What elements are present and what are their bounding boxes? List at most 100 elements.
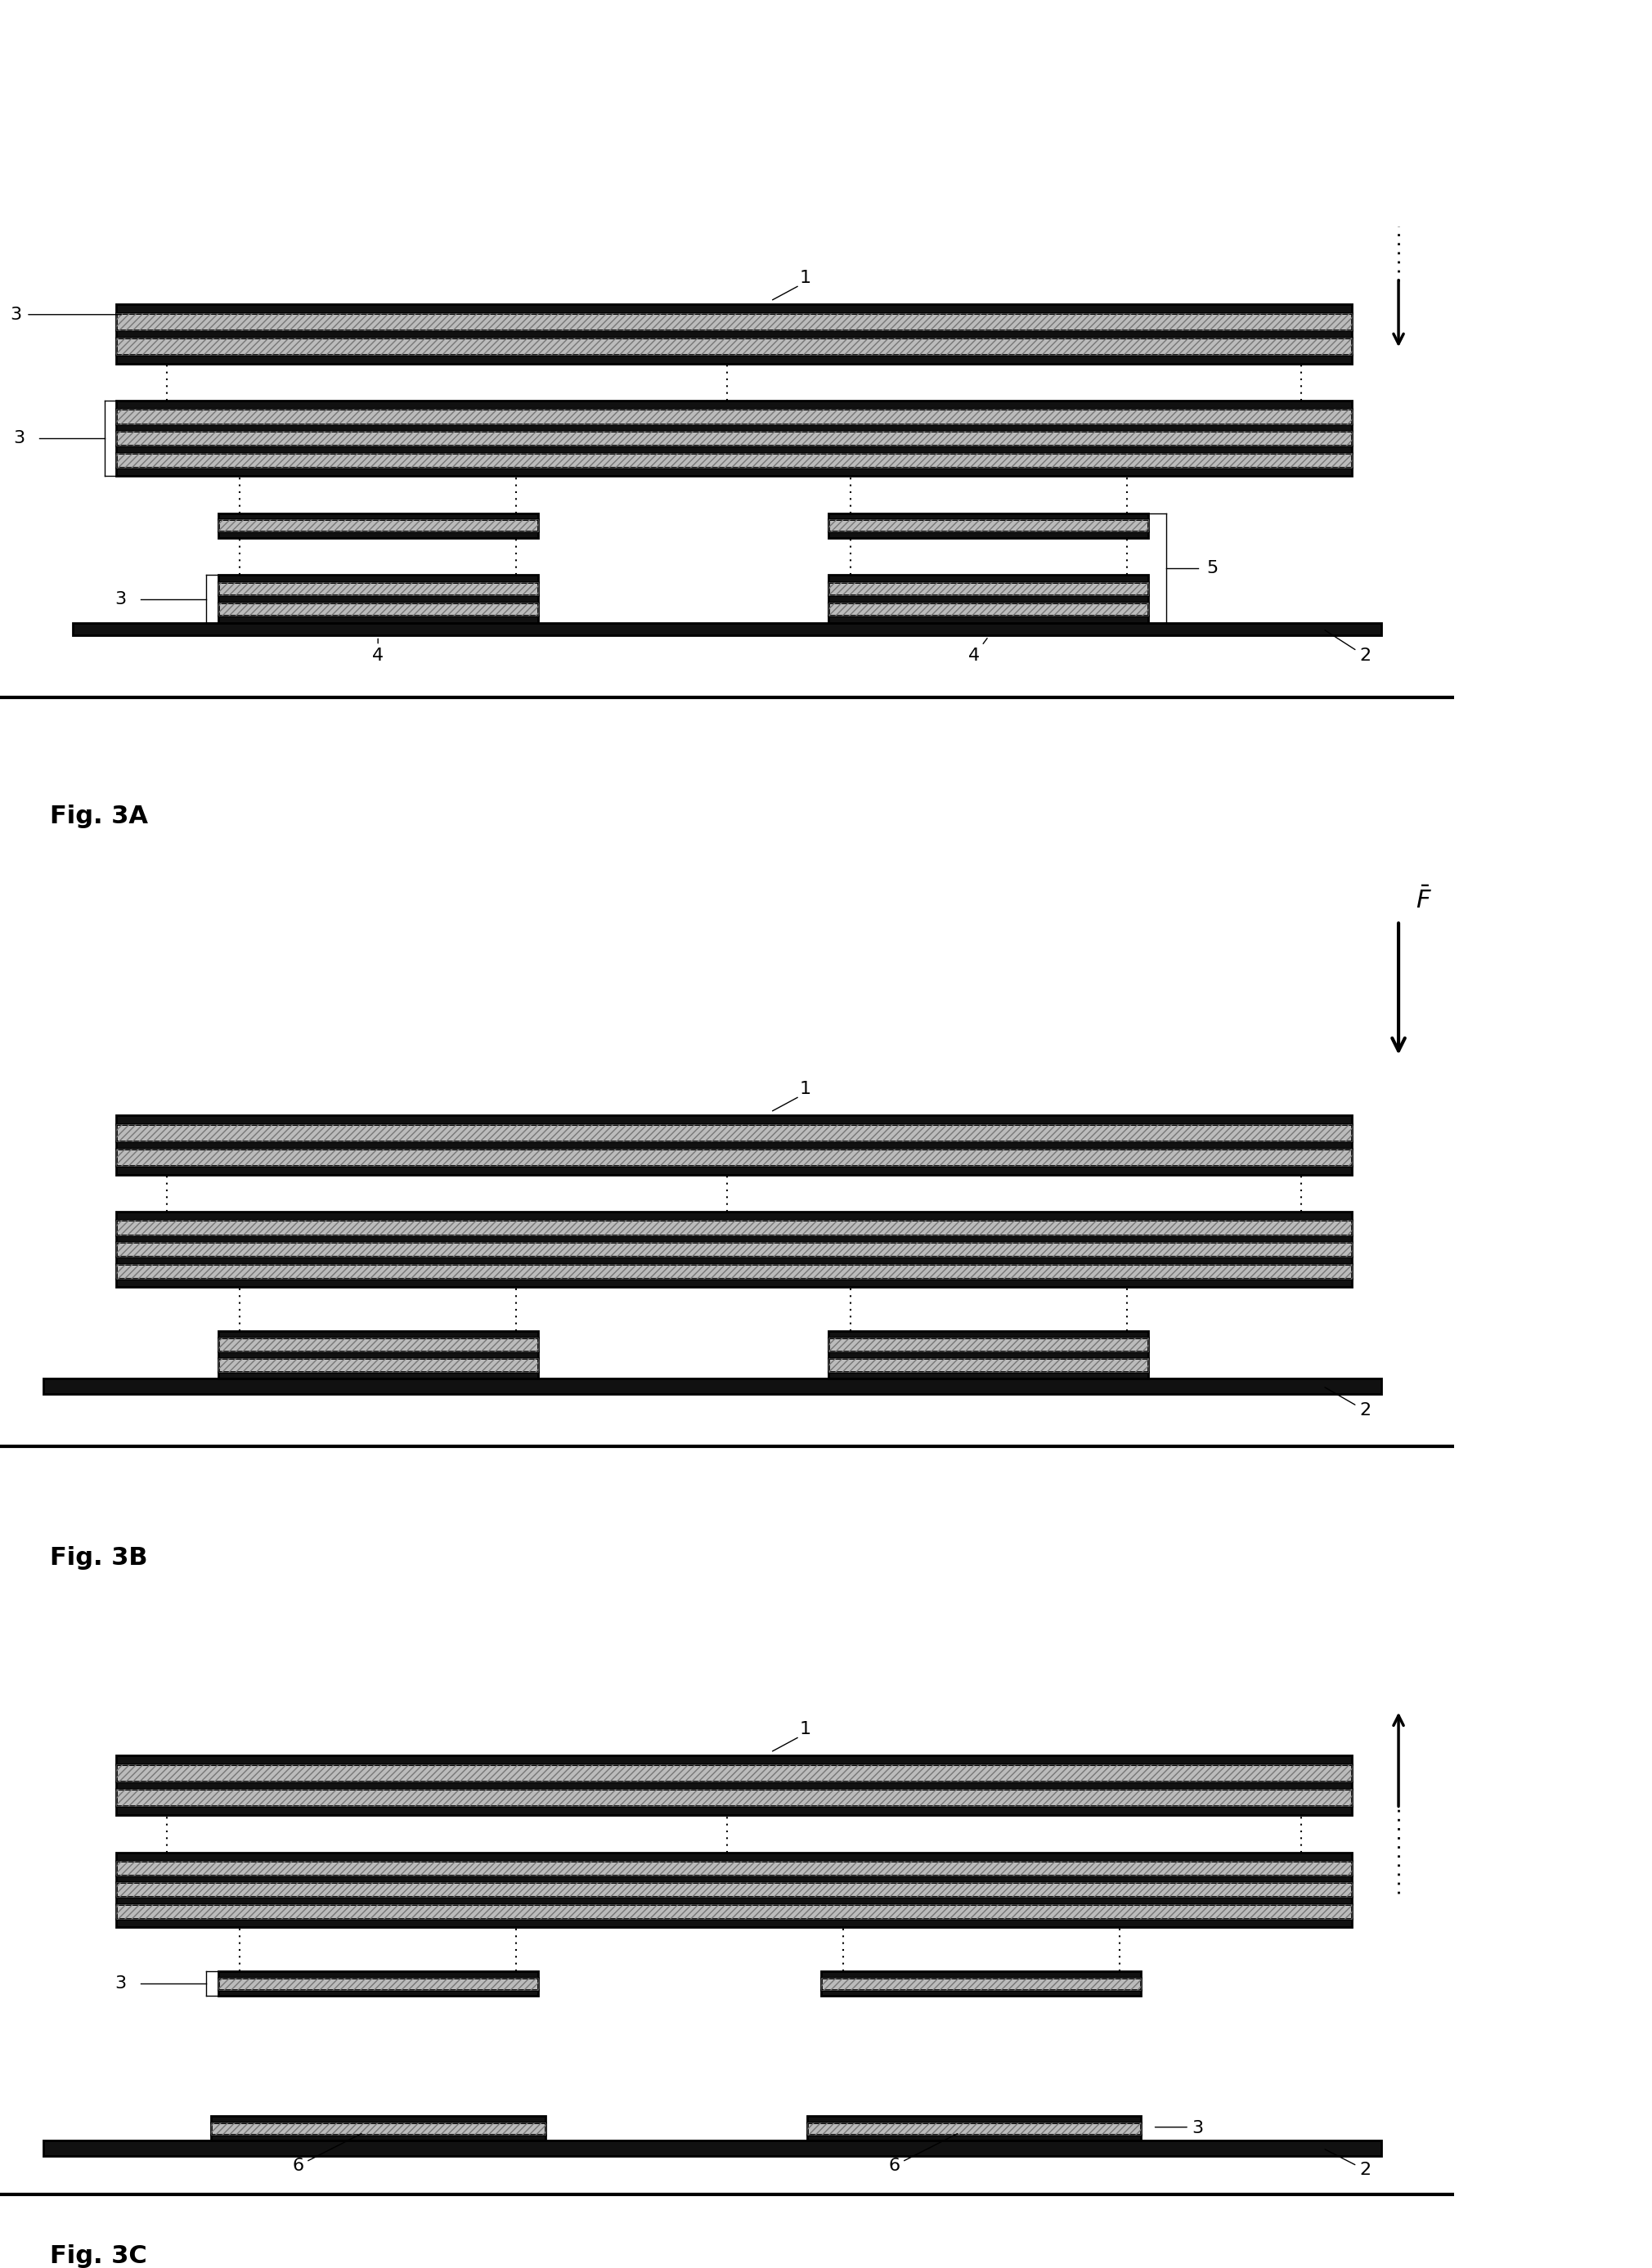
Bar [116,1896,1351,1903]
Bar [116,1860,1351,1876]
Bar [829,1338,1148,1352]
Text: 2: 2 [1325,1388,1371,1420]
Bar [218,1971,539,1978]
Bar [116,447,1351,454]
Bar [116,1765,1351,1783]
Bar [821,1971,1142,1978]
Bar [43,2141,1381,2155]
Bar [116,1876,1351,1882]
Bar [829,513,1148,519]
Bar [116,1860,1351,1876]
Bar [211,2123,545,2134]
Bar [116,313,1351,331]
Bar [116,431,1351,447]
Bar [218,617,539,624]
Bar [829,603,1148,617]
Bar [211,2116,545,2123]
Text: 3: 3 [10,306,21,322]
Bar [218,1331,539,1338]
Bar [829,1338,1148,1352]
Bar [116,1789,1351,1805]
Bar [829,1359,1148,1372]
Bar [116,1903,1351,1919]
Bar [218,519,539,531]
Bar [806,2134,1142,2141]
Bar [116,331,1351,338]
Bar [116,1148,1351,1166]
Bar [806,2116,1142,2123]
Bar [218,596,539,603]
Text: $\bar{F}$: $\bar{F}$ [1416,887,1432,914]
Bar [218,576,539,583]
Bar [116,1882,1351,1896]
Bar [116,1220,1351,1236]
Bar [218,583,539,596]
Bar [806,2123,1142,2134]
Bar [829,531,1148,538]
Text: 5: 5 [1206,560,1218,576]
Bar [806,2123,1142,2134]
Bar [218,1352,539,1359]
Bar [116,1755,1351,1765]
Bar [218,1989,539,1996]
Bar [116,1279,1351,1286]
Bar [116,1125,1351,1141]
Bar [218,1338,539,1352]
Bar [116,1256,1351,1263]
Bar [218,531,539,538]
Bar [218,583,539,596]
Text: Fig. 3C: Fig. 3C [50,2245,147,2268]
Bar [829,519,1148,531]
Bar [218,603,539,617]
Bar [73,624,1381,635]
Bar [218,1978,539,1989]
Bar [116,431,1351,447]
Bar [829,583,1148,596]
Bar [829,1359,1148,1372]
Bar [829,576,1148,583]
Text: 6: 6 [292,2134,362,2175]
Text: 2: 2 [1325,631,1371,665]
Bar [829,1352,1148,1359]
Bar [116,1211,1351,1220]
Text: 3: 3 [1193,2121,1204,2136]
Text: Fig. 3B: Fig. 3B [50,1547,147,1569]
Bar [116,1789,1351,1805]
Bar [116,408,1351,424]
Bar [116,1853,1351,1860]
Bar [116,1220,1351,1236]
Bar [821,1989,1142,1996]
Bar [829,603,1148,617]
Bar [43,1379,1381,1393]
Bar [829,596,1148,603]
Bar [116,1765,1351,1783]
Text: 1: 1 [800,1080,811,1098]
Bar [116,1141,1351,1148]
Bar [116,1116,1351,1125]
Bar [829,1372,1148,1379]
Text: 3: 3 [116,590,127,608]
Bar [829,519,1148,531]
Bar [116,467,1351,476]
Bar [116,1243,1351,1256]
Bar [116,354,1351,363]
Bar [116,1882,1351,1896]
Bar [829,617,1148,624]
Text: 2: 2 [1325,2150,1371,2177]
Text: 3: 3 [116,1975,127,1991]
Bar [116,408,1351,424]
Bar [116,401,1351,408]
Bar [821,1978,1142,1989]
Bar [218,603,539,617]
Bar [116,1243,1351,1256]
Bar [218,513,539,519]
Bar [218,1359,539,1372]
Bar [116,454,1351,467]
Bar [116,1263,1351,1279]
Text: 4: 4 [372,640,383,665]
Bar [116,1236,1351,1243]
Bar [211,2134,545,2141]
Bar [116,338,1351,354]
Bar [218,519,539,531]
Bar [116,304,1351,313]
